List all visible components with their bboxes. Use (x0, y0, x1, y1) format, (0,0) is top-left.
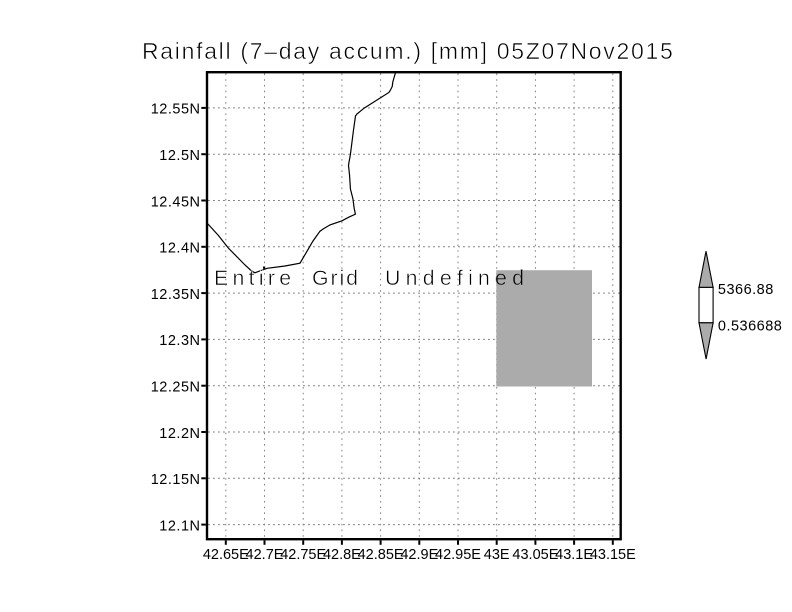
svg-text:12.45N: 12.45N (151, 194, 201, 210)
svg-text:12.1N: 12.1N (159, 518, 200, 534)
svg-text:12.5N: 12.5N (159, 148, 200, 164)
svg-text:43.05E: 43.05E (512, 547, 558, 563)
svg-text:Rainfall (7–day accum.) [mm] 0: Rainfall (7–day accum.) [mm] 05Z07Nov201… (142, 38, 674, 64)
svg-text:42.85E: 42.85E (358, 547, 404, 563)
svg-text:12.55N: 12.55N (151, 102, 201, 118)
svg-text:12.2N: 12.2N (159, 426, 200, 442)
svg-text:12.15N: 12.15N (151, 472, 201, 488)
svg-text:42.75E: 42.75E (280, 547, 326, 563)
svg-text:43.15E: 43.15E (590, 547, 636, 563)
svg-text:Grid: Grid (312, 266, 360, 290)
svg-text:42.95E: 42.95E (435, 547, 481, 563)
svg-text:43E: 43E (484, 547, 510, 563)
svg-text:ed: ed (495, 266, 529, 290)
svg-text:42.8E: 42.8E (323, 547, 361, 563)
svg-text:42.7E: 42.7E (246, 547, 284, 563)
svg-text:12.4N: 12.4N (159, 241, 200, 257)
svg-text:42.9E: 42.9E (400, 547, 438, 563)
svg-text:Entire: Entire (214, 266, 295, 290)
svg-text:12.25N: 12.25N (151, 380, 201, 396)
svg-text:0.536688: 0.536688 (718, 319, 782, 335)
svg-text:43.1E: 43.1E (555, 547, 593, 563)
svg-text:Undefin: Undefin (385, 266, 495, 290)
svg-text:5366.88: 5366.88 (718, 282, 774, 298)
svg-text:42.65E: 42.65E (203, 547, 249, 563)
svg-text:12.3N: 12.3N (159, 333, 200, 349)
svg-text:12.35N: 12.35N (151, 287, 201, 303)
